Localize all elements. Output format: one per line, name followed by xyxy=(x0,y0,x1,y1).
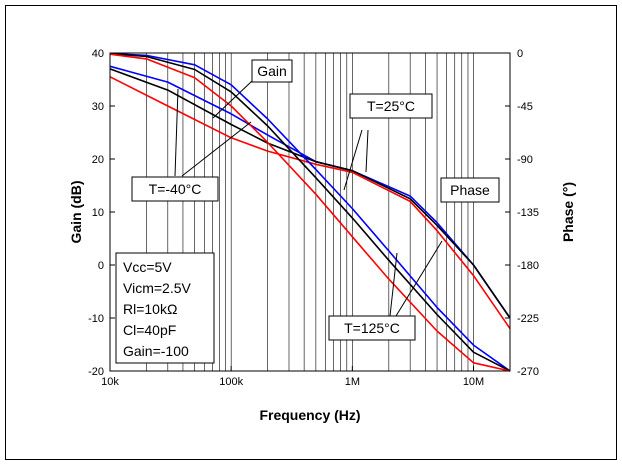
tm40-leader-line-1 xyxy=(174,88,179,177)
x-tick-label: 100k xyxy=(219,376,243,388)
conditions-box xyxy=(115,252,215,364)
y-tick-label: 0 xyxy=(98,260,104,272)
condition-vcc: Vcc=5V xyxy=(123,259,172,275)
phase-label-box xyxy=(440,177,500,203)
condition-vicm: Vicm=2.5V xyxy=(123,280,191,296)
x-tick-label: 10M xyxy=(463,376,484,388)
x-axis-label: Frequency (Hz) xyxy=(259,407,360,423)
gain-leader-line xyxy=(212,80,253,119)
t125-label-box xyxy=(328,315,416,341)
phase-series-line-5 xyxy=(109,53,511,372)
t25-leader-line-2 xyxy=(365,129,369,173)
gain-series-line-1 xyxy=(109,68,511,319)
gain-series-line-2 xyxy=(109,76,511,330)
gain-label: Gain xyxy=(257,63,287,79)
phase-label: Phase xyxy=(450,182,490,198)
condition-rl: Rl=10kΩ xyxy=(123,301,177,317)
y2-tick-label: -270 xyxy=(517,366,539,378)
y-tick-label: 40 xyxy=(92,48,104,60)
series-group xyxy=(109,52,511,372)
y-tick-label: 30 xyxy=(92,101,104,113)
y2-tick-label: 0 xyxy=(517,48,523,60)
tm40-label: T=-40°C xyxy=(149,181,202,197)
y-tick-label: 20 xyxy=(92,154,104,166)
annotations: Gain T=25°C T=-40°C T=125°C Phase Vcc=5V… xyxy=(115,59,500,364)
tm40-leader-line-2 xyxy=(181,121,252,177)
y-axis-label: Gain (dB) xyxy=(68,181,84,244)
y2-tick-label: -135 xyxy=(517,207,539,219)
tm40-label-box xyxy=(131,176,219,202)
y2-tick-label: -225 xyxy=(517,313,539,325)
y-tick-label: 10 xyxy=(92,207,104,219)
t125-leader-line-1 xyxy=(389,252,398,317)
y-tick-label: -20 xyxy=(88,366,104,378)
condition-cl: Cl=40pF xyxy=(123,322,176,338)
t125-label: T=125°C xyxy=(344,320,400,336)
y2-axis-label: Phase (°) xyxy=(560,182,576,242)
x-tick-label: 1M xyxy=(345,376,360,388)
condition-gain: Gain=-100 xyxy=(123,343,189,359)
y-tick-label: -10 xyxy=(88,313,104,325)
gain-label-box xyxy=(251,59,293,83)
y2-tick-label: -180 xyxy=(517,260,539,272)
t25-label: T=25°C xyxy=(367,98,415,114)
phase-series-line-4 xyxy=(109,52,511,372)
figure-frame xyxy=(5,5,617,460)
phase-series-line-3 xyxy=(109,52,511,372)
x-tick-label: 10k xyxy=(101,376,119,388)
t25-leader-line-1 xyxy=(343,129,363,191)
y2-tick-label: -90 xyxy=(517,154,533,166)
axis-ticks: 10k 100k 1M 10M 40 30 20 10 0 -10 -20 0 -45 -90 -135 -1… xyxy=(88,48,539,388)
y2-tick-label: -45 xyxy=(517,101,533,113)
t125-leader-line-2 xyxy=(395,240,443,317)
t25-label-box xyxy=(349,93,433,119)
